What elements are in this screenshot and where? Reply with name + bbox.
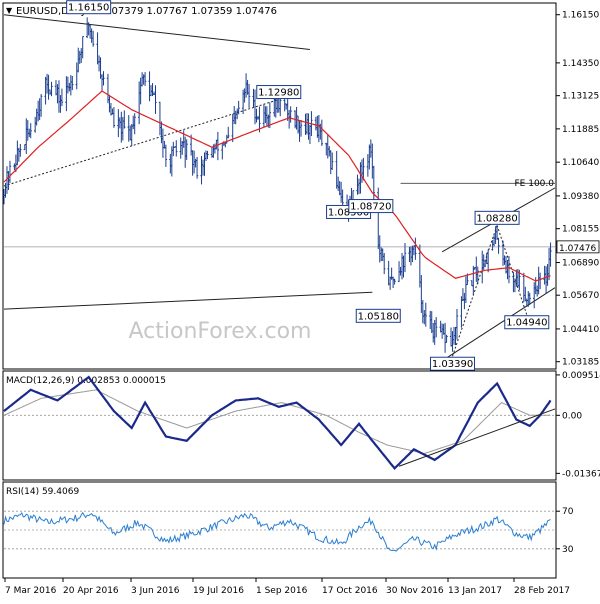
- y-tick-label-1.09380: 1.09380: [562, 192, 599, 202]
- macd-line: [3, 375, 552, 471]
- chart-title: EURUSD,Daily: [16, 6, 87, 17]
- y-tick-label-1.13125: 1.13125: [562, 92, 599, 102]
- level-label-1.03390: 1.03390: [432, 359, 473, 370]
- x-tick-label-2: 3 Jun 2016: [131, 586, 180, 596]
- fe-label: FE 100.0: [515, 179, 555, 189]
- title-marker: ▼: [6, 6, 13, 15]
- x-tick-label-5: 17 Oct 2016: [322, 586, 378, 596]
- macd-trendline: [398, 408, 556, 467]
- macd-y-tick-label-0.00: 0.00: [562, 411, 582, 421]
- y-tick-label-1.11885: 1.11885: [562, 125, 599, 135]
- x-tick-label-0: 7 Mar 2016: [5, 586, 57, 596]
- current-price-tag: [556, 240, 600, 254]
- level-box-1.08280: [474, 210, 520, 225]
- trendline-5: [452, 225, 498, 357]
- watermark: ActionForex.com: [129, 319, 312, 344]
- price-panel: ActionForex.com ▼ EURUSD,Daily 1.07379 1…: [2, 0, 600, 371]
- x-tick-label-6: 30 Nov 2016: [386, 586, 444, 596]
- macd-signal-line: [3, 389, 551, 455]
- ohlc-readout: 1.07379 1.07767 1.07359 1.07476: [102, 6, 277, 17]
- x-tick-label-7: 13 Jan 2017: [448, 586, 502, 596]
- y-tick-label-1.05670: 1.05670: [562, 291, 599, 301]
- level-label-1.08280: 1.08280: [476, 213, 517, 224]
- macd-panel-frame: [2, 370, 557, 481]
- x-tick-label-4: 1 Sep 2016: [256, 586, 308, 596]
- rsi-panel-frame: [2, 481, 557, 579]
- macd-panel: MACD(12,26,9) 0.002853 0.000015 0.009514…: [2, 370, 600, 481]
- x-tick-label-1: 20 Apr 2016: [63, 586, 119, 596]
- level-box-1.08720: [348, 199, 394, 214]
- level-box-1.03390: [430, 356, 476, 371]
- level-box-1.05180: [355, 308, 401, 323]
- y-tick-label-1.16150: 1.16150: [562, 11, 599, 21]
- level-box-1.12980: [256, 85, 302, 100]
- y-tick-label-1.03185: 1.03185: [562, 358, 599, 368]
- trendline-1: [3, 291, 373, 310]
- price-panel-frame: [2, 2, 557, 370]
- y-tick-label-1.10640: 1.10640: [562, 158, 599, 168]
- macd-y-tick-label--0.013671: -0.013671: [562, 469, 600, 479]
- level-label-1.04940: 1.04940: [506, 318, 547, 329]
- x-axis: 7 Mar 2016 20 Apr 2016 3 Jun 2016 19 Jul 20…: [4, 578, 570, 596]
- x-tick-label-3: 19 Jul 2016: [193, 586, 244, 596]
- rsi-panel: RSI(14) 59.4069 70 30: [2, 481, 574, 579]
- macd-title: MACD(12,26,9) 0.002853 0.000015: [6, 376, 166, 386]
- y-tick-label-1.14350: 1.14350: [562, 59, 599, 69]
- macd-y-tick-label-0.009514: 0.009514: [562, 371, 600, 381]
- level-label-1.12980: 1.12980: [258, 88, 299, 99]
- x-tick-label-8: 28 Feb 2017: [514, 586, 570, 596]
- y-tick-label-1.06890: 1.06890: [562, 259, 599, 269]
- level-box-1.04940: [504, 315, 550, 330]
- moving-average-line: [3, 90, 551, 282]
- rsi-y-tick-label-70: 70: [562, 507, 574, 517]
- trendline-0: [3, 14, 311, 50]
- level-box-1.16150: [66, 0, 112, 15]
- current-price-value: 1.07476: [559, 244, 596, 254]
- rsi-title: RSI(14) 59.4069: [6, 487, 79, 497]
- y-tick-label-1.08155: 1.08155: [562, 225, 599, 235]
- level-label-1.08720: 1.08720: [350, 202, 391, 213]
- y-tick-label-1.04410: 1.04410: [562, 325, 599, 335]
- rsi-y-tick-label-30: 30: [562, 545, 574, 555]
- trendline-4: [441, 287, 556, 362]
- level-label-1.16150: 1.16150: [68, 3, 109, 14]
- rsi-line: [3, 511, 551, 552]
- level-label-1.05180: 1.05180: [358, 311, 399, 322]
